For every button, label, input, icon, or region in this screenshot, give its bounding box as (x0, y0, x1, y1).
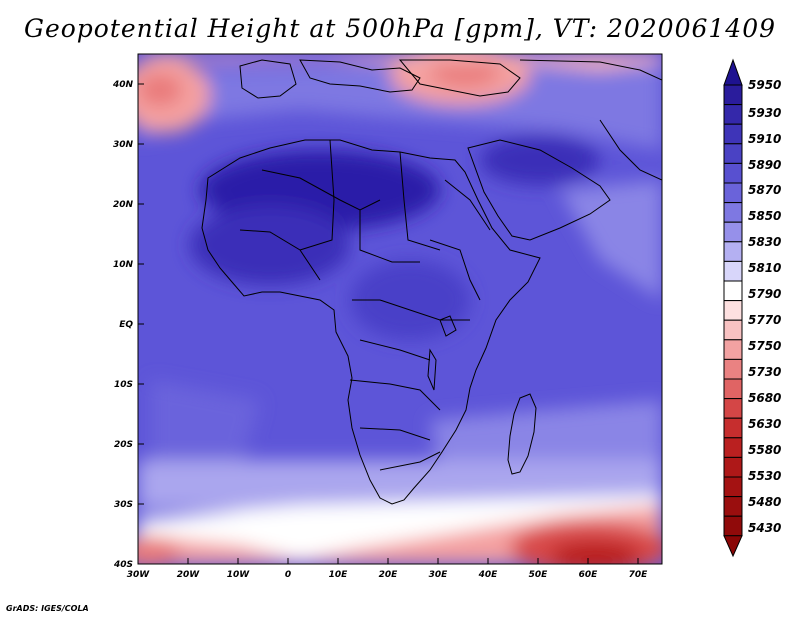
legend-level: 5730 (748, 365, 781, 379)
lon-label: 20E (379, 570, 399, 580)
legend-level: 5580 (748, 443, 781, 457)
lat-label: 40S (113, 560, 133, 570)
legend-level: 5850 (748, 209, 781, 223)
legend-level: 5680 (748, 391, 781, 405)
legend-level: 5950 (748, 78, 781, 92)
legend-swatch (723, 280, 743, 302)
legend-level: 5870 (748, 183, 781, 197)
height-field (138, 54, 662, 564)
lon-label: 30E (429, 570, 449, 580)
legend-level: 5890 (748, 158, 781, 172)
legend-swatch (723, 202, 743, 223)
lon-label: 60E (579, 570, 599, 580)
legend-swatch (723, 260, 743, 282)
legend-arrow-bottom (723, 535, 743, 558)
map-frame (137, 53, 663, 565)
legend-level: 5810 (748, 261, 781, 275)
lat-label: EQ (119, 320, 133, 330)
lat-label: 40N (112, 80, 134, 90)
longitude-axis: 30W 20W 10W 0 10E 20E 30E 40E 50E 60E 70… (127, 558, 648, 580)
legend-swatch (723, 515, 743, 537)
legend-level: 5630 (748, 417, 781, 431)
lon-label: 50E (529, 570, 549, 580)
legend-swatch (723, 339, 743, 360)
lat-label: 30N (113, 140, 134, 150)
legend-swatch (723, 241, 743, 262)
legend-swatch (723, 300, 743, 321)
legend-level: 5530 (748, 469, 781, 483)
legend-swatch (723, 476, 743, 498)
legend-level: 5750 (748, 339, 781, 353)
legend-swatch (723, 319, 743, 341)
credit-label: GrADS: IGES/COLA (6, 604, 89, 613)
legend-swatch (723, 398, 743, 419)
legend-level: 5790 (748, 287, 781, 301)
latitude-axis: 40N 30N 20N 10N EQ 10S 20S 30S 40S (112, 80, 144, 570)
legend-swatch (723, 358, 743, 380)
legend-swatch (723, 456, 743, 478)
coastlines (201, 59, 662, 505)
lon-label: 10E (329, 570, 349, 580)
legend-level: 5830 (748, 235, 781, 249)
lat-label: 20N (113, 200, 134, 210)
lon-label: 10W (227, 570, 251, 580)
lon-label: 20W (177, 570, 201, 580)
legend-level: 5430 (748, 521, 781, 535)
legend-level: 5480 (748, 495, 781, 509)
lon-label: 40E (478, 570, 499, 580)
legend-swatch (723, 143, 743, 164)
legend-swatch (723, 84, 743, 106)
legend-level: 5770 (748, 313, 781, 327)
legend-swatch (723, 378, 743, 400)
legend-swatch (723, 123, 743, 145)
legend-swatch (723, 496, 743, 517)
legend-swatch (723, 104, 743, 125)
legend-swatch (723, 182, 743, 204)
legend-swatch (723, 437, 743, 458)
legend-arrow-top (723, 58, 743, 86)
lat-label: 10S (114, 380, 133, 390)
lat-label: 30S (114, 500, 133, 510)
color-legend: 5950 5930 5910 5890 5870 5850 5830 5810 … (723, 58, 781, 558)
lat-label: 10N (113, 260, 134, 270)
lon-label: 70E (629, 570, 649, 580)
legend-level: 5930 (748, 106, 781, 120)
lat-label: 20S (114, 440, 133, 450)
legend-level: 5910 (748, 132, 781, 146)
lon-label: 30W (127, 570, 151, 580)
legend-swatch (723, 417, 743, 439)
legend-swatch (723, 221, 743, 243)
legend-swatch (723, 162, 743, 184)
map-title: Geopotential Height at 500hPa [gpm], VT:… (23, 14, 777, 43)
lon-label: 0 (285, 570, 291, 580)
